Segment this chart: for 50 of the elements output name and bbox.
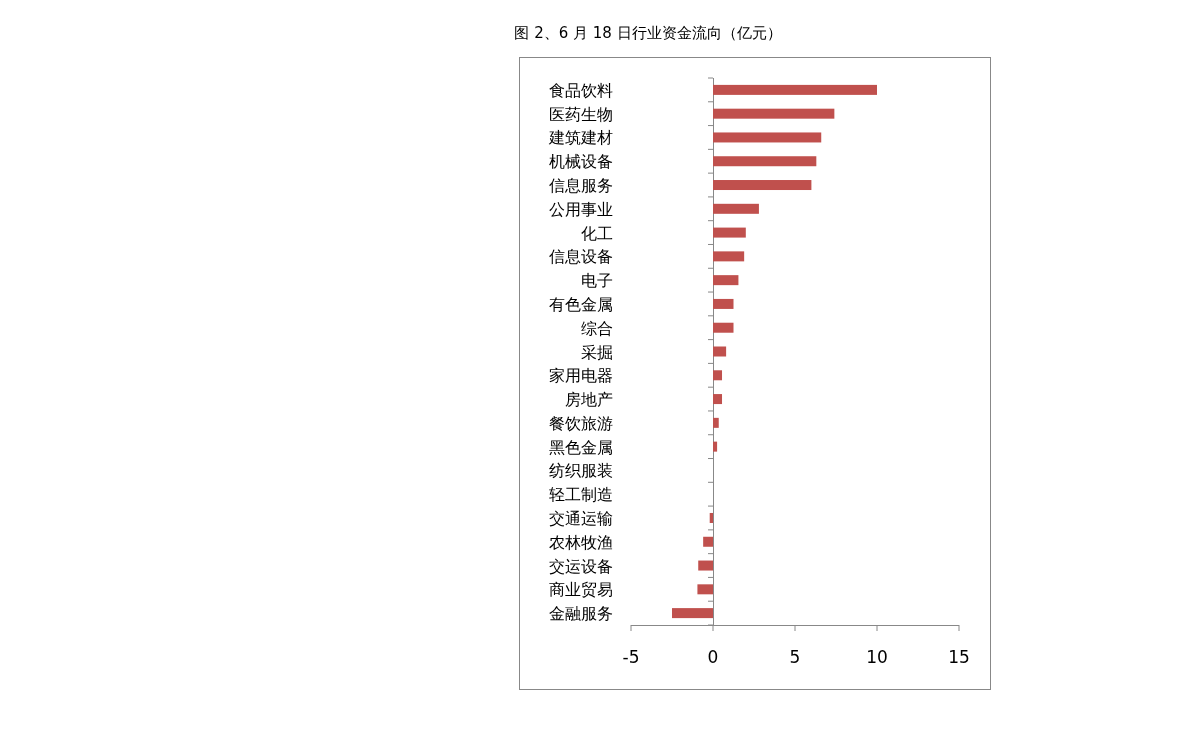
y-tick-label: 金融服务 (549, 604, 613, 624)
bar (713, 84, 877, 95)
y-tick-label: 采掘 (581, 342, 613, 362)
y-tick-label: 建筑建材 (548, 128, 613, 148)
y-tick-label: 商业贸易 (549, 580, 613, 600)
y-tick-label: 电子 (581, 271, 613, 291)
bar (713, 132, 822, 143)
y-tick-label: 餐饮旅游 (549, 413, 613, 433)
y-tick-label: 综合 (581, 318, 613, 338)
y-tick-label: 公用事业 (549, 199, 613, 219)
y-tick-label: 交通运输 (549, 508, 613, 528)
bar (672, 608, 713, 619)
chart-title: 图 2、6 月 18 日行业资金流向（亿元） (514, 24, 782, 42)
bar (713, 346, 727, 357)
x-tick-label: -5 (622, 647, 640, 667)
x-tick-label: 5 (789, 647, 801, 667)
bar (698, 560, 713, 571)
y-tick-label: 食品饮料 (549, 80, 613, 100)
y-tick-label: 信息服务 (549, 176, 613, 196)
bar (713, 322, 734, 333)
y-tick-label: 家用电器 (549, 366, 613, 386)
bar (713, 370, 723, 381)
bar (713, 227, 746, 238)
x-tick-label: 0 (707, 647, 719, 667)
y-tick-label: 纺织服装 (549, 461, 613, 481)
bar (713, 275, 739, 286)
bar (697, 584, 713, 595)
bar (713, 298, 734, 309)
y-tick-label: 黑色金属 (549, 437, 613, 457)
y-tick-label: 房地产 (565, 390, 613, 410)
y-tick-label: 化工 (581, 223, 613, 243)
y-tick-label: 轻工制造 (549, 485, 613, 505)
y-tick-label: 交运设备 (549, 556, 613, 576)
bar (713, 180, 812, 191)
bar (713, 156, 817, 167)
y-tick-label: 有色金属 (549, 294, 613, 314)
bar (703, 536, 713, 547)
bar (713, 251, 745, 262)
y-tick-label: 机械设备 (549, 152, 613, 172)
bar (713, 108, 835, 119)
bar (713, 441, 718, 452)
y-tick-label: 农林牧渔 (549, 532, 613, 552)
bar (713, 417, 719, 428)
y-tick-label: 医药生物 (549, 104, 613, 124)
bar (713, 203, 759, 214)
x-tick-label: 15 (948, 647, 970, 667)
y-tick-label: 信息设备 (549, 247, 613, 267)
bar (709, 512, 713, 523)
bar (713, 394, 723, 405)
x-tick-label: 10 (866, 647, 888, 667)
